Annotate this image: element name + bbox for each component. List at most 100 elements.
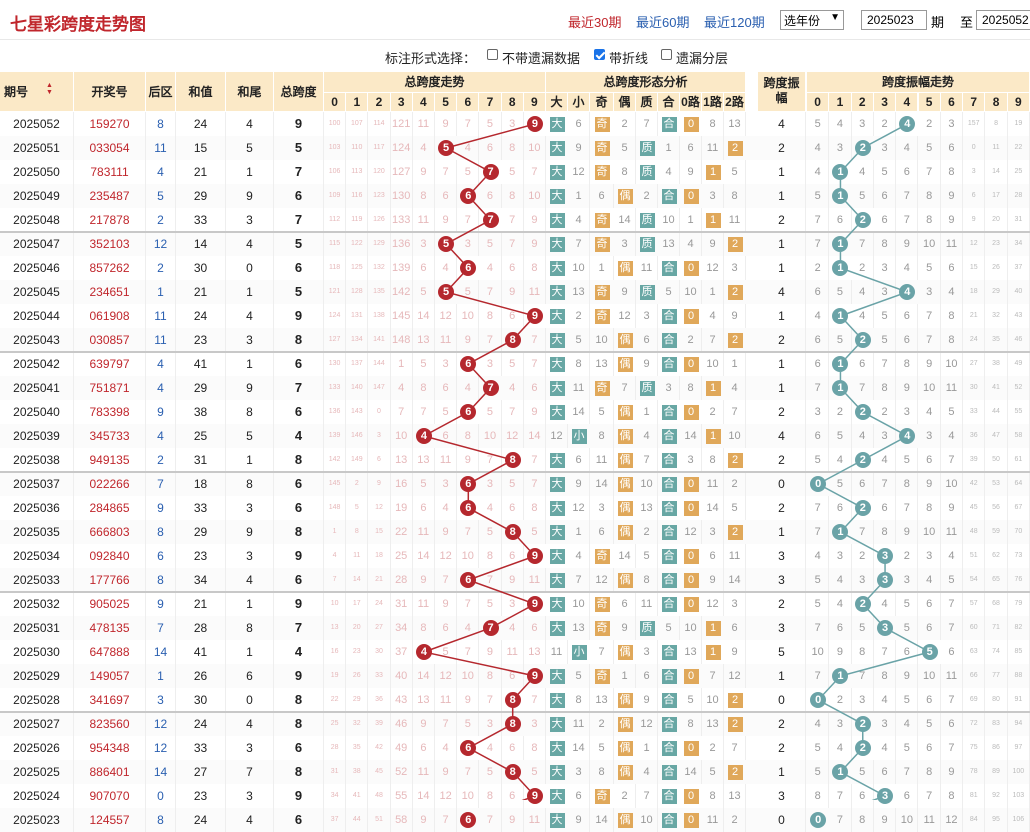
trend-miss-small: 142 [324,448,347,472]
amp-miss-small: 66 [963,664,986,688]
amp-miss: 2 [874,400,897,424]
opt-no-missing-checkbox[interactable] [487,49,498,60]
trend-miss: 7 [457,520,480,544]
amp-miss: 5 [896,616,919,640]
trend-miss-small: 129 [368,232,391,256]
shape-miss: 3 [724,256,746,280]
recent-120-link[interactable]: 最近120期 [704,15,765,30]
shape-miss: 8 [590,760,614,784]
opt-line-checkbox[interactable] [594,49,605,60]
amp-miss: 6 [896,160,919,184]
from-issue-input[interactable]: 2025023 [861,10,927,30]
amp-miss: 6 [852,352,874,376]
shape-miss: 11 [724,208,746,232]
shape-miss: 6 [702,544,724,568]
amp-miss: 4 [919,568,941,592]
amp-miss-small: 80 [985,688,1008,712]
amp-ball: 2 [854,140,871,156]
trend-col-4: 4 [412,93,435,112]
amp-miss-small: 40 [1008,280,1030,304]
trend-miss: 13 [413,448,435,472]
amp-col-6: 6 [940,93,964,112]
amp-miss: 3 [919,424,941,448]
shape-col-3: 偶 [614,93,636,112]
shape-tag: 奇 [594,285,610,300]
trend-miss-small: 146 [346,424,369,448]
amp-miss-small: 39 [963,448,986,472]
trend-miss: 5 [502,472,524,496]
amp-ball: 0 [810,692,827,708]
trend-miss: 7 [502,400,524,424]
year-select-value: 选年份 [784,14,821,28]
trend-miss: 5 [413,472,435,496]
amp-col-7: 7 [963,93,986,112]
group-separator [0,711,1030,713]
amp-miss: 3 [874,712,897,736]
shape-tag: 大 [549,477,565,492]
shape-tag: 2 [727,693,743,708]
amp-cell: 1 [758,232,806,256]
amp-ball: 2 [854,452,871,468]
tail-cell: 4 [226,712,274,736]
shape-miss: 9 [702,568,724,592]
draw-cell: 234651 [74,280,146,304]
amp-miss-small: 51 [963,544,986,568]
span-ball: 8 [504,524,521,540]
trend-miss: 9 [413,568,435,592]
amp-miss: 5 [807,736,830,760]
trend-miss: 6 [524,616,546,640]
trend-miss-small: 122 [346,232,369,256]
recent-60-link[interactable]: 最近60期 [636,15,690,30]
trend-miss: 5 [502,160,524,184]
recent-30-link[interactable]: 最近30期 [568,15,622,30]
trend-miss-small: 26 [346,664,369,688]
sort-icon[interactable]: ▲▼ [46,82,53,96]
year-select[interactable]: 选年份 ▼ [780,10,844,30]
trend-miss: 6 [435,616,458,640]
amp-ball: 1 [832,764,849,780]
trend-miss: 133 [391,208,413,232]
shape-tag: 0 [683,573,699,588]
amp-miss: 7 [807,520,830,544]
trend-miss-small: 148 [324,496,347,520]
trend-miss: 6 [413,736,435,760]
trend-miss: 127 [391,160,413,184]
shape-miss: 3 [590,496,614,520]
span-ball: 9 [526,548,543,564]
span-ball: 9 [526,596,543,612]
shape-miss: 12 [614,304,636,328]
back-cell: 5 [146,184,176,208]
amp-miss: 8 [807,784,830,808]
shape-tag: 0 [683,597,699,612]
to-issue-input[interactable]: 2025052 [976,10,1030,30]
trend-miss-small: 126 [368,208,391,232]
trend-miss: 6 [479,184,502,208]
period-cell: 2025031 [0,616,74,640]
amp-miss-small: 38 [985,352,1008,376]
period-cell: 2025035 [0,520,74,544]
sum-cell: 29 [176,376,226,400]
shape-tag: 大 [549,717,565,732]
amp-miss-small: 78 [963,760,986,784]
shape-miss: 13 [568,616,590,640]
draw-cell: 954348 [74,736,146,760]
shape-miss: 4 [702,304,724,328]
amp-miss: 2 [874,112,897,136]
trend-miss: 7 [413,400,435,424]
amp-miss: 8 [941,160,964,184]
back-cell: 4 [146,376,176,400]
trend-miss-small: 112 [324,208,347,232]
trend-miss-small: 130 [324,352,347,376]
opt-layer-checkbox[interactable] [661,49,672,60]
trend-miss-small: 32 [346,712,369,736]
shape-miss: 9 [568,808,590,832]
amp-miss-small: 85 [1008,640,1030,664]
shape-tag: 0 [683,477,699,492]
trend-miss: 8 [502,136,524,160]
draw-header-label: 开奖号 [91,85,128,99]
trend-miss: 6 [479,136,502,160]
amp-miss: 5 [852,616,874,640]
amp-ball: 3 [877,788,894,804]
period-header[interactable]: 期号 ▲▼ [0,72,74,112]
shape-miss: 13 [590,352,614,376]
